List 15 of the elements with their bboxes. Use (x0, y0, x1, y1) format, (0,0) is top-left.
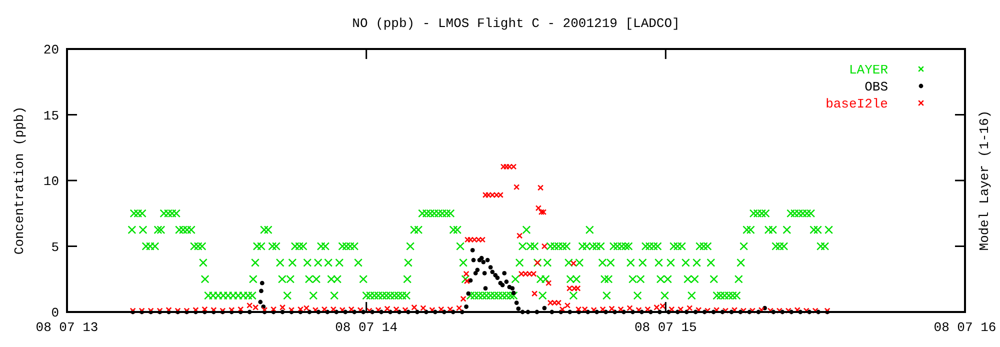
legend-label: OBS (864, 80, 888, 95)
x-tick-label: 08 07 15 (634, 320, 697, 335)
y-tick-label: 10 (43, 174, 59, 190)
x-tick-label: 08 07 13 (36, 320, 98, 335)
y-tick-label: 0 (51, 306, 59, 321)
x-tick-label: 08 07 16 (934, 320, 996, 335)
x-tick-label: 08 07 14 (335, 320, 398, 335)
legend-label: LAYER (848, 62, 888, 78)
y-tick-label: 15 (43, 108, 59, 124)
y-tick-label: 5 (51, 240, 59, 255)
y-tick-label: 20 (43, 42, 59, 58)
chart-title: NO (ppb) - LMOS Flight C - 2001219 [LADCO] (352, 16, 680, 31)
y-axis-title: Concentration (ppb) (12, 106, 27, 255)
y2-axis-title: Model Layer (1-16) (977, 110, 992, 251)
legend-label: baseI2le (826, 96, 888, 112)
